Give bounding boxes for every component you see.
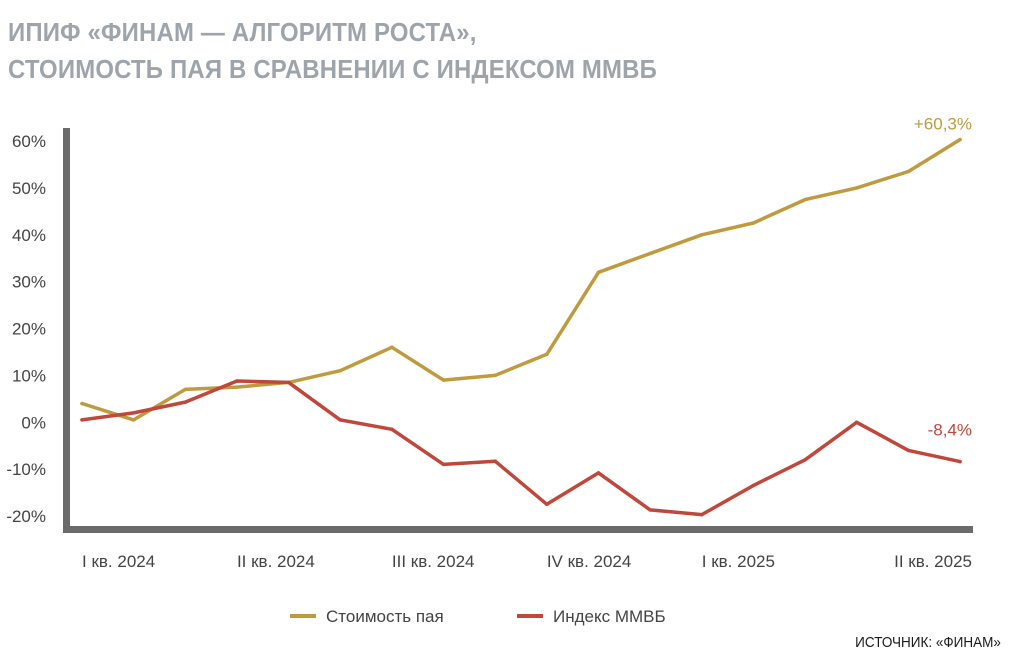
data-point (183, 400, 188, 404)
data-point (854, 186, 859, 190)
x-axis-ticks: I кв. 2024 II кв. 2024 III кв. 2024 IV кв. … (82, 552, 972, 571)
data-point (700, 233, 704, 237)
x-tick-label: II кв. 2024 (237, 552, 315, 571)
data-point (906, 169, 911, 174)
y-tick-label: 0% (21, 413, 46, 432)
y-axis-line (63, 128, 70, 533)
y-tick-label: 10% (12, 366, 46, 385)
x-tick-label: I кв. 2025 (702, 552, 775, 571)
series-end-label: -8,4% (928, 421, 972, 440)
y-tick-label: 30% (12, 273, 46, 292)
data-point (854, 420, 859, 424)
y-tick-label: 50% (12, 179, 46, 198)
data-point (596, 270, 601, 274)
x-tick-label: I кв. 2024 (82, 552, 155, 571)
moex-index-line (80, 379, 962, 517)
data-point (545, 502, 549, 507)
x-tick-label: IV кв. 2024 (547, 552, 632, 571)
data-point (235, 385, 239, 389)
data-point (751, 221, 756, 225)
y-tick-label: 40% (12, 226, 46, 245)
data-point (958, 137, 962, 142)
series-end-label: +60,3% (914, 115, 972, 134)
data-point (131, 411, 136, 415)
data-point (958, 459, 962, 464)
y-tick-label: 60% (12, 132, 46, 151)
data-point (906, 448, 911, 453)
source-note: ИСТОЧНИК: «ФИНАМ» (855, 634, 1001, 651)
data-point (131, 418, 136, 422)
data-point (183, 387, 188, 392)
data-point (80, 401, 84, 406)
data-point (803, 197, 807, 202)
data-point (751, 483, 756, 488)
data-point (235, 379, 239, 383)
data-point (545, 352, 549, 357)
data-point (441, 462, 446, 467)
data-point (390, 345, 394, 349)
chart-title-line-2: СТОИМОСТЬ ПАЯ В СРАВНЕНИИ С ИНДЕКСОМ ММВ… (8, 54, 657, 84)
x-axis-line (63, 526, 973, 533)
data-point (648, 508, 652, 512)
chart-title: ИПИФ «ФИНАМ — АЛГОРИТМ РОСТА», СТОИМОСТЬ… (8, 14, 657, 88)
data-point (390, 427, 394, 432)
data-point (338, 368, 342, 373)
chart-title-line-1: ИПИФ «ФИНАМ — АЛГОРИТМ РОСТА», (8, 17, 477, 47)
data-point (338, 418, 342, 422)
x-tick-label: III кв. 2024 (392, 552, 475, 571)
y-tick-label: 20% (12, 320, 46, 339)
y-tick-label: -20% (6, 507, 46, 526)
fund-share-value-line (80, 137, 962, 422)
legend-label: Стоимость пая (326, 607, 444, 626)
data-point (700, 512, 704, 517)
y-tick-label: -10% (6, 460, 46, 479)
chart-legend: Стоимость пая Индекс ММВБ (290, 607, 666, 626)
chart-axes (63, 128, 973, 533)
x-tick-label: II кв. 2025 (894, 552, 972, 571)
legend-label: Индекс ММВБ (553, 607, 666, 626)
data-point (286, 380, 291, 385)
data-point (803, 458, 807, 462)
y-axis-ticks: 60% 50% 40% 30% 20% 10% 0% -10% -20% (6, 132, 46, 526)
data-point (493, 373, 497, 378)
data-point (493, 459, 497, 463)
data-point (596, 471, 601, 475)
data-point (441, 378, 446, 382)
chart-series: +60,3% -8,4% (80, 115, 972, 517)
data-point (648, 251, 652, 256)
data-point (80, 418, 84, 422)
